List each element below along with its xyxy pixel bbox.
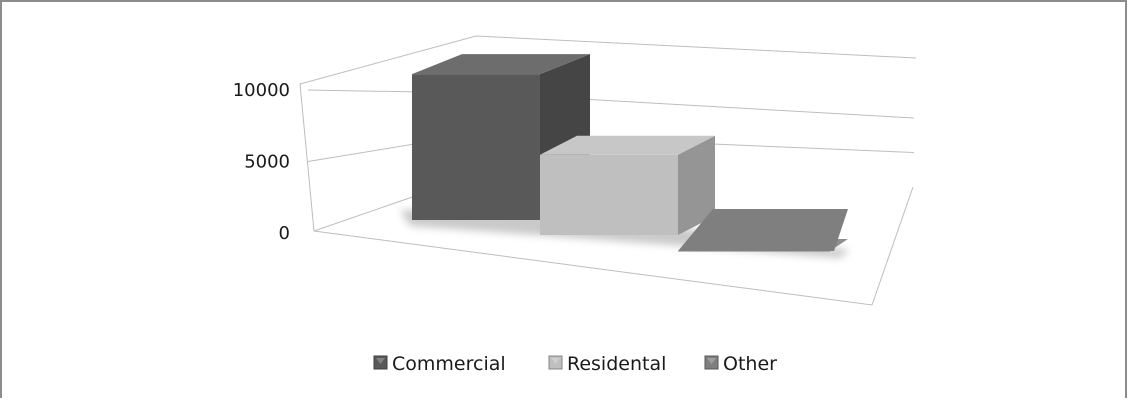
bar-residental <box>540 135 715 235</box>
legend-swatch-bevel <box>551 358 560 364</box>
legend-item-residental: Residental <box>548 353 666 375</box>
legend-label: Commercial <box>392 353 506 375</box>
legend-item-commercial: Commercial <box>373 353 506 375</box>
legend-label: Residental <box>567 353 666 375</box>
y-tick-label: 5000 <box>244 152 290 173</box>
bar-front-face <box>540 154 678 235</box>
bar-zero-slab <box>678 209 848 251</box>
bars <box>400 54 850 258</box>
bar-other <box>678 209 848 252</box>
bar-top-face <box>412 54 590 75</box>
legend-item-other: Other <box>704 353 777 375</box>
floor-edge <box>313 186 914 306</box>
bar-front-face <box>678 251 830 252</box>
bar-side-face <box>678 135 715 235</box>
y-tick-label: 10000 <box>233 80 290 101</box>
legend: Commercial Residental Other <box>373 353 777 375</box>
bar-front-face <box>412 74 540 220</box>
legend-swatch-bevel <box>376 358 385 364</box>
back-wall-edge <box>299 35 917 232</box>
y-tick-label: 0 <box>279 223 290 244</box>
legend-label: Other <box>723 353 777 375</box>
legend-swatch-bevel <box>707 358 716 364</box>
bar-top-face <box>540 135 715 155</box>
y-axis-ticks: 0 5000 10000 <box>233 80 290 244</box>
gridline <box>307 89 915 119</box>
